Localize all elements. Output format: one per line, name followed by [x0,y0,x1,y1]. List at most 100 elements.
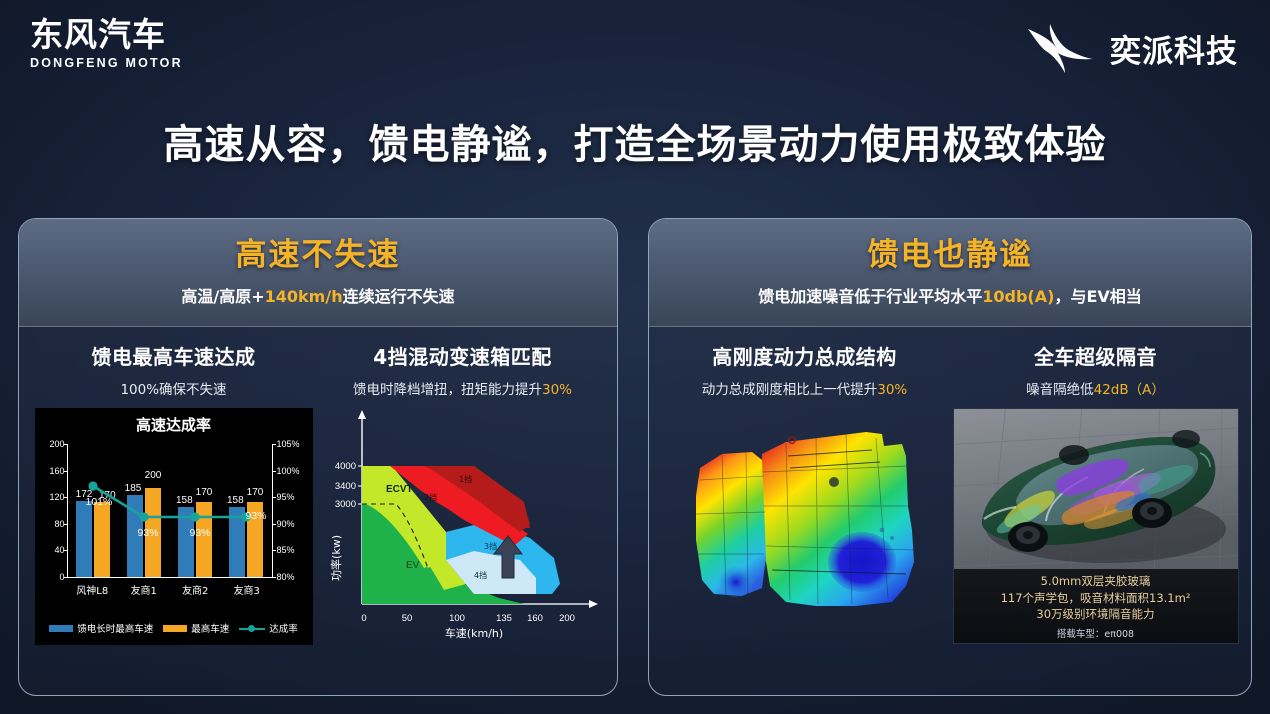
svg-text:3挡: 3挡 [484,541,497,551]
y2-tick: 105% [276,439,300,449]
legend-swatch-line-icon [239,624,266,633]
x-tick: 友商3 [233,586,260,597]
axis-spine-left [63,444,68,578]
caption-line: 5.0mm双层夹胶玻璃 [1040,574,1151,588]
y2-tick: 90% [276,518,295,529]
chart-legend: 馈电长时最高车速 最高车速 达成率 [35,621,313,635]
axis-spine-bottom [66,577,273,578]
line-series-achievement [87,481,251,522]
legend-label: 达成率 [269,624,298,635]
panel-highspeed-body: 馈电最高车速达成 100%确保不失速 高速达成率 200 160 120 80 … [19,327,617,695]
y2-tick: 85% [276,545,295,556]
section-stiffness-title: 高刚度动力总成结构 [712,345,897,369]
svg-text:功率(kw): 功率(kw) [329,535,343,581]
note-pre: 馈电时降档增扭，扭矩能力提升 [352,382,542,398]
bar-group: 172 170 [68,444,119,577]
section-topspeed: 馈电最高车速达成 100%确保不失速 高速达成率 200 160 120 80 … [29,341,318,689]
svg-text:1挡: 1挡 [459,474,472,484]
panel-quietness-header: 馈电也静谧 馈电加速噪音低于行业平均水平10db(A)，与EV相当 [649,219,1251,327]
bar-series-2: 170 [196,487,212,577]
x-tick: 友商2 [182,586,209,597]
bar-series-2: 170 [247,487,263,577]
section-gearbox-note: 馈电时降档增扭，扭矩能力提升30% [353,378,572,398]
yipai-logo-cn: 奕派科技 [1110,33,1238,70]
legend-swatch-blue-icon [49,624,74,632]
card-caption: 5.0mm双层夹胶玻璃 117个声学包，吸音材料面积13.1m² 30万级别环境… [953,569,1238,643]
caption-line-text: 117个声学包，吸音材料面积13.1m² [1000,590,1191,605]
bar-groups: 172 170 185 200 [68,444,272,577]
star-burst-icon [1022,22,1096,74]
bar-series-2: 200 [145,470,161,577]
note-highlight: 42dB（A） [1093,382,1165,398]
section-gearbox: 4挡混动变速箱匹配 馈电时降档增扭，扭矩能力提升30% [318,341,607,689]
x-tick: 风神L8 [76,586,109,597]
svg-text:0: 0 [361,613,366,624]
note-highlight: 30% [877,382,908,398]
line-value-label: 93% [137,527,159,539]
x-tick: 友商1 [130,586,157,597]
dongfeng-logo-en: DONGFENG MOTOR [30,55,183,70]
chart-y-axis-left: 200 160 120 80 40 0 [37,439,67,582]
section-stiffness-note: 动力总成刚度相比上一代提升30% [702,378,908,398]
line-value-label: 101% [85,496,113,508]
bar-series-1: 172 [76,489,92,577]
subhead-highlight: 10db(A) [982,287,1055,306]
subhead-post: 连续运行不失速 [342,287,455,306]
svg-text:ECVT: ECVT [386,484,413,495]
section-sound-insulation: 全车超级隔音 噪音隔绝低42dB（A） [950,341,1241,689]
caption-line: 30万级别环境隔音能力 [1036,607,1155,622]
chart-title: 高速达成率 [135,416,211,434]
caption-line: 117个声学包，吸音材料面积13.1m² [954,590,1238,607]
bar-group: 185 200 [119,444,170,577]
y2-tick: 95% [276,492,295,503]
section-topspeed-note: 100%确保不失速 [120,378,226,398]
y-tick: 40 [54,545,65,556]
panel-highspeed-headline: 高速不失速 [235,237,401,273]
svg-text:100: 100 [449,613,465,624]
subhead-pre: 馈电加速噪音低于行业平均水平 [758,287,983,306]
bar-value-label: 158 [175,495,193,507]
legend-swatch-orange-icon [163,624,188,632]
note-pre: 100%确保不失速 [120,382,227,398]
subhead-post: ，与EV相当 [1054,287,1142,306]
svg-text:3400: 3400 [334,481,355,492]
bar-series-1: 158 [227,495,245,577]
y-tick: 160 [49,465,65,476]
bar-value-label: 200 [144,470,162,482]
card-acoustic-package: 5.0mm双层夹胶玻璃 117个声学包，吸音材料面积13.1m² 30万级别环境… [952,408,1239,644]
panel-quietness-headline: 馈电也静谧 [867,237,1033,273]
panel-quietness-body: 高刚度动力总成结构 动力总成刚度相比上一代提升30% [649,327,1251,695]
y2-tick: 80% [276,572,295,582]
bar-series-1: 158 [176,495,194,577]
y2-tick: 100% [276,465,300,476]
line-value-label: 93% [245,510,267,522]
section-stiffness: 高刚度动力总成结构 动力总成刚度相比上一代提升30% [659,341,950,689]
section-gearbox-title: 4挡混动变速箱匹配 [373,345,552,369]
svg-text:4000: 4000 [334,461,355,472]
legend-item: 达成率 [239,621,298,635]
line-value-label: 93% [189,527,211,539]
y-tick: 0 [59,572,65,582]
bar-value-label: 172 [75,488,93,500]
y-tick: 80 [54,518,65,529]
chart-power-speed-map: 4000 3400 3000 功率(kw) EV ECVT 1挡 2挡 3挡 4… [324,408,602,645]
legend-item: 馈电长时最高车速 [49,621,153,635]
image-car-xray [953,409,1238,569]
svg-text:200: 200 [559,613,575,624]
bar-group: 158 170 [170,444,221,577]
note-pre: 动力总成刚度相比上一代提升 [701,382,878,398]
panel-highspeed-subhead: 高温/高原+140km/h连续运行不失速 [19,283,617,307]
svg-text:50: 50 [401,613,412,624]
panel-quietness: 馈电也静谧 馈电加速噪音低于行业平均水平10db(A)，与EV相当 高刚度动力总… [648,218,1252,696]
note-pre: 噪音隔绝低 [1026,382,1094,398]
yipai-logo: 奕派科技 [1022,22,1238,74]
panel-highspeed-header: 高速不失速 高温/高原+140km/h连续运行不失速 [19,219,617,327]
svg-text:EV: EV [406,560,420,571]
bar-value-label: 185 [124,483,142,495]
section-sound-insulation-note: 噪音隔绝低42dB（A） [1026,378,1165,398]
up-arrow-icon [492,535,523,579]
svg-text:车速(km/h): 车速(km/h) [444,626,502,640]
axis-spine-right [271,444,276,578]
chart-y-axis-right: 105% 100% 95% 90% 85% 80% [273,439,311,582]
subhead-pre: 高温/高原+ [181,287,265,306]
